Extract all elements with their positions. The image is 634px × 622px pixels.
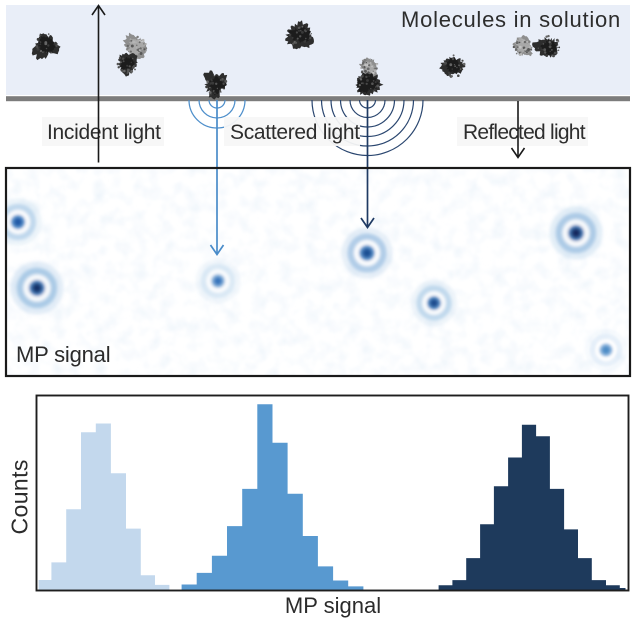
svg-text:Reflected light: Reflected light [463,121,586,144]
svg-text:Scattered light: Scattered light [230,121,360,144]
svg-text:Incident light: Incident light [47,121,161,144]
